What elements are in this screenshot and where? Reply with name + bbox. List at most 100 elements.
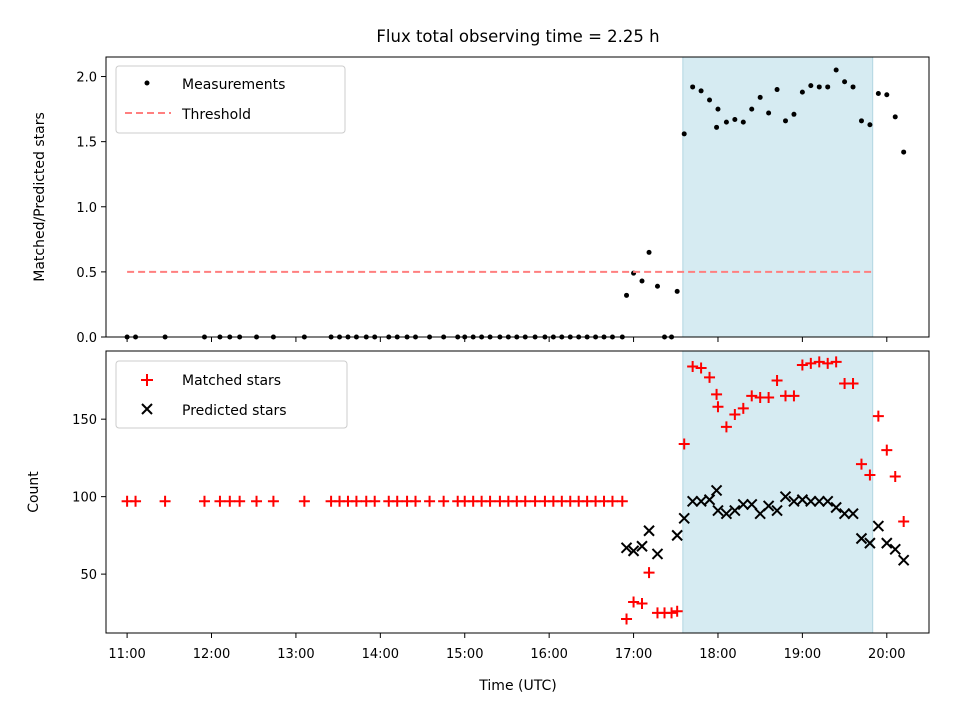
predicted-star-point xyxy=(889,543,901,556)
matched-star-point xyxy=(855,458,867,470)
predicted-star-point xyxy=(838,507,851,520)
measurement-point xyxy=(875,90,881,96)
legend-predicted-marker xyxy=(141,403,153,415)
x-tick-label: 15:00 xyxy=(446,647,483,662)
legend-matched-label: Matched stars xyxy=(182,373,281,389)
matched-star-point xyxy=(687,360,699,372)
measurement-point xyxy=(681,131,687,137)
x-tick-label: 12:00 xyxy=(193,647,230,662)
measurement-point xyxy=(732,117,738,123)
predicted-star-point xyxy=(864,537,876,549)
x-tick-label: 20:00 xyxy=(868,647,905,662)
measurement-point xyxy=(749,106,755,112)
matched-star-point xyxy=(298,495,310,507)
measurement-point xyxy=(791,111,797,117)
matched-star-point xyxy=(424,495,436,507)
measurement-point xyxy=(825,84,831,90)
predicted-star-point xyxy=(737,498,750,511)
measurement-point xyxy=(774,87,780,93)
measurement-point xyxy=(639,278,645,284)
measurement-point xyxy=(654,283,660,289)
predicted-star-point xyxy=(872,520,885,532)
y-tick-label: 150 xyxy=(72,413,97,428)
top-panel-ticks: 0.0 0.5 1.0 1.5 2.0 xyxy=(76,71,888,346)
matched-star-point xyxy=(251,495,263,507)
y-tick-label: 0.5 xyxy=(76,266,97,281)
matched-star-point xyxy=(704,371,716,383)
bottom-panel-series xyxy=(121,356,910,625)
matched-star-point xyxy=(678,438,690,450)
matched-star-point xyxy=(712,401,724,413)
measurement-point xyxy=(715,106,721,112)
matched-star-point xyxy=(864,469,876,481)
matched-star-point xyxy=(666,607,678,619)
x-axis-label: Time (UTC) xyxy=(478,678,556,694)
y-tick-label: 1.5 xyxy=(76,136,97,151)
measurement-point xyxy=(624,292,630,298)
predicted-star-point xyxy=(678,512,690,525)
bottom-panel: 50 100 150 11:00 12:00 13:00 14:00 15:00 16:00 17… xyxy=(26,350,930,662)
predicted-star-point xyxy=(729,504,741,517)
matched-star-point xyxy=(788,390,800,402)
predicted-star-point xyxy=(651,548,664,560)
predicted-star-point xyxy=(847,507,859,520)
measurement-point xyxy=(690,84,696,90)
matched-star-point xyxy=(771,374,783,386)
measurement-point xyxy=(858,118,864,124)
x-tick-label: 11:00 xyxy=(108,647,145,662)
matched-star-point xyxy=(391,495,403,507)
matched-star-point xyxy=(796,359,808,371)
predicted-star-point xyxy=(671,529,683,542)
predicted-star-point xyxy=(813,495,825,508)
measurement-point xyxy=(714,124,720,130)
top-panel-series xyxy=(124,67,907,340)
y-tick-label: 100 xyxy=(72,491,97,506)
matched-star-point xyxy=(763,391,775,403)
bottom-panel-legend: Matched stars Predicted stars xyxy=(115,360,348,429)
y-tick-label: 2.0 xyxy=(76,71,97,86)
matched-star-point xyxy=(671,605,683,617)
legend-predicted-label: Predicted stars xyxy=(182,403,287,419)
matched-star-point xyxy=(350,495,362,507)
x-tick-label: 16:00 xyxy=(530,647,567,662)
matched-star-point xyxy=(872,410,884,422)
predicted-star-point xyxy=(805,495,817,508)
matched-star-point xyxy=(198,495,210,507)
measurement-point xyxy=(740,119,746,125)
top-panel-ylabel: Matched/Predicted stars xyxy=(32,112,48,282)
top-panel: 0.00.51.01.52.0 Matched/Predicted stars … xyxy=(32,56,930,346)
measurement-point xyxy=(833,67,839,73)
predicted-star-point xyxy=(643,525,655,537)
matched-star-point xyxy=(606,495,618,507)
matched-star-point xyxy=(636,598,648,610)
predicted-star-point xyxy=(855,532,868,545)
measurement-point xyxy=(842,79,848,85)
matched-star-point xyxy=(729,409,741,421)
legend-matched-marker xyxy=(141,374,153,386)
matched-star-point xyxy=(214,495,226,507)
matched-star-point xyxy=(805,357,817,369)
matched-star-point xyxy=(438,495,450,507)
top-panel-legend: Measurements Threshold xyxy=(115,65,346,134)
y-tick-label: 50 xyxy=(80,568,97,583)
matched-star-point xyxy=(621,613,633,625)
measurement-point xyxy=(766,110,772,116)
y-tick-label: 1.0 xyxy=(76,201,97,216)
matched-star-point xyxy=(130,495,142,507)
y-tick-label: 0.0 xyxy=(76,331,97,346)
predicted-star-point xyxy=(703,494,716,506)
predicted-star-point xyxy=(822,495,834,508)
predicted-star-point xyxy=(830,501,842,514)
predicted-star-point xyxy=(779,490,792,503)
measurement-point xyxy=(901,149,907,155)
bottom-legend-box xyxy=(115,360,348,429)
matched-star-point xyxy=(267,495,279,507)
matched-star-point xyxy=(881,444,893,456)
legend-threshold-label: Threshold xyxy=(181,107,251,123)
measurement-point xyxy=(799,89,805,95)
predicted-star-point xyxy=(897,554,910,566)
matched-star-point xyxy=(159,495,171,507)
matched-star-point xyxy=(695,362,707,374)
measurement-point xyxy=(892,114,898,120)
